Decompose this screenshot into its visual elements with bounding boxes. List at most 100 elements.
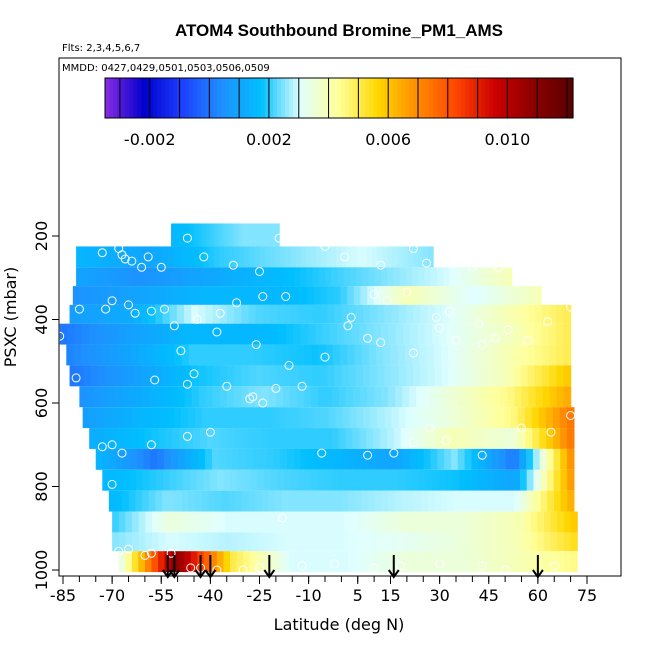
heatmap-cell (110, 323, 119, 345)
sample-point (104, 548, 114, 558)
heatmap-cell (244, 267, 251, 287)
heatmap-cell (331, 267, 339, 287)
heatmap-cell (183, 246, 189, 268)
heatmap-cell (446, 323, 455, 345)
heatmap-cell (491, 365, 500, 387)
heatmap-cell (252, 448, 261, 470)
heatmap-cell (185, 511, 193, 533)
heatmap-cell (275, 344, 284, 366)
heatmap-cell (313, 286, 321, 305)
heatmap-cell (302, 551, 310, 573)
heatmap-cell (318, 267, 326, 287)
heatmap-cell (194, 267, 202, 287)
sample-point (317, 448, 327, 458)
heatmap-cell (184, 386, 193, 408)
colorbar-segment (413, 78, 418, 118)
heatmap-cell (132, 532, 140, 552)
heatmap-cell (249, 223, 252, 247)
heatmap-cell (190, 551, 198, 573)
heatmap-cell (98, 365, 106, 387)
colorbar-segment (257, 78, 262, 118)
heatmap-cell (234, 304, 242, 324)
heatmap-cell (145, 407, 154, 429)
heatmap-cell (152, 344, 161, 366)
heatmap-cell (99, 286, 107, 305)
heatmap-cell (301, 490, 309, 512)
heatmap-cell (437, 386, 445, 408)
heatmap-cell (179, 286, 188, 305)
heatmap-cell (226, 386, 235, 408)
colorbar-segment (469, 78, 474, 118)
heatmap-cell (256, 267, 264, 287)
heatmap-cell (225, 223, 228, 247)
colorbar-segment (569, 78, 574, 118)
heatmap-cell (520, 365, 529, 387)
heatmap-cell (346, 246, 353, 268)
heatmap-cell (320, 304, 328, 324)
heatmap-cell (527, 286, 536, 305)
heatmap-cell (411, 532, 419, 552)
heatmap-cell (195, 490, 203, 512)
heatmap-cell (185, 532, 193, 552)
heatmap-cell (391, 532, 399, 552)
heatmap-cell (280, 246, 286, 268)
heatmap-cell (118, 511, 127, 533)
heatmap-cell (300, 286, 308, 305)
heatmap-cell (349, 407, 357, 429)
heatmap-cell (497, 511, 505, 533)
heatmap-cell (463, 428, 471, 449)
heatmap-cell (263, 223, 266, 247)
heatmap-cell (242, 323, 251, 345)
heatmap-cell (470, 365, 479, 387)
heatmap-cell (147, 246, 154, 268)
heatmap-cell (487, 286, 495, 305)
heatmap-cell (422, 246, 429, 268)
heatmap-cell (102, 344, 111, 366)
heatmap-cell (440, 407, 449, 429)
heatmap-cell (298, 532, 306, 552)
colorbar-tick-label: 0.010 (485, 130, 531, 149)
sample-point (222, 381, 232, 391)
sample-point (107, 440, 117, 450)
heatmap-cell (444, 511, 452, 533)
colorbar-segment (337, 78, 342, 118)
heatmap-cell (397, 344, 406, 366)
heatmap-cell (430, 386, 438, 408)
x-tick-label: 75 (577, 586, 597, 605)
heatmap-cell (414, 428, 423, 449)
heatmap-cell (119, 304, 128, 324)
colorbar-segment (385, 78, 390, 118)
heatmap-cell (548, 323, 557, 345)
heatmap-cell (400, 428, 409, 449)
heatmap-cell (231, 344, 240, 366)
heatmap-cell (76, 304, 85, 324)
heatmap-cell (125, 267, 133, 287)
heatmap-cell (394, 490, 402, 512)
profile-arrow-head (263, 569, 276, 579)
heatmap-cell (506, 365, 514, 387)
heatmap-cell (282, 551, 290, 573)
heatmap-cell (371, 469, 380, 491)
heatmap-cell (177, 448, 186, 470)
heatmap-cell (305, 304, 314, 324)
heatmap-cell (404, 532, 412, 552)
heatmap-cell (265, 223, 268, 247)
heatmap-cell (337, 267, 345, 287)
colorbar-segment (481, 78, 486, 118)
heatmap-cell (347, 286, 355, 305)
heatmap-cell (393, 428, 402, 449)
heatmap-cell (108, 490, 117, 512)
sample-point (238, 565, 248, 575)
heatmap-cell (87, 344, 96, 366)
heatmap-cell (165, 532, 173, 552)
heatmap-cell (270, 469, 279, 491)
heatmap-cell (420, 286, 429, 305)
heatmap-cell (248, 490, 256, 512)
heatmap-cell (366, 246, 373, 268)
heatmap-cell (311, 469, 319, 491)
heatmap-cell (107, 386, 116, 408)
heatmap-cell (457, 511, 465, 533)
heatmap-cell (229, 223, 232, 247)
heatmap-cell (424, 323, 433, 345)
